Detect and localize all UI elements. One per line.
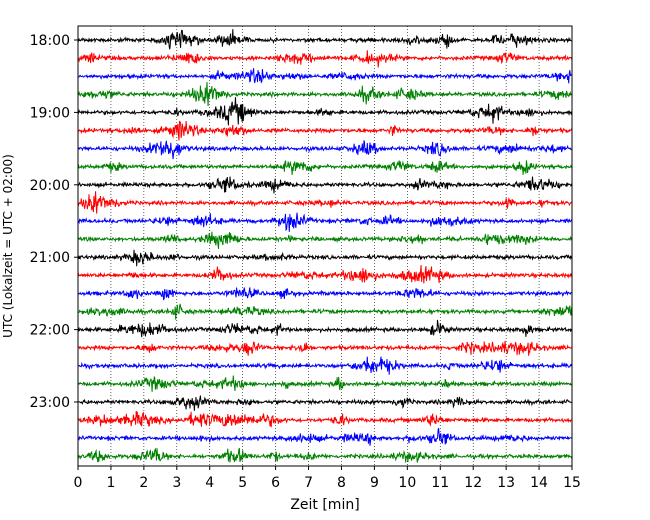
- trace-2100: [77, 249, 573, 267]
- x-tick-label: 9: [370, 475, 379, 491]
- x-tick-label: 15: [563, 475, 581, 491]
- y-tick-label: 22:00: [30, 323, 70, 339]
- trace-1845: [77, 81, 573, 107]
- trace-1800: [77, 29, 573, 50]
- seismic-traces: [77, 29, 573, 463]
- x-tick-label: 6: [271, 475, 280, 491]
- y-axis-label: UTC (Lokalzeit = UTC + 02:00): [1, 154, 15, 338]
- vertical-grid: [110, 26, 540, 466]
- y-tick-label: 21:00: [30, 250, 70, 266]
- y-tick-label: 18:00: [30, 33, 70, 49]
- trace-2215: [78, 340, 573, 356]
- y-tick-label: 19:00: [30, 105, 70, 121]
- trace-1930: [77, 140, 573, 160]
- x-tick-label: 5: [238, 475, 247, 491]
- x-tick-label: 11: [431, 475, 449, 491]
- y-axis-ticks: 18:00 19:00 20:00 21:00 22:00 23:00: [30, 33, 78, 411]
- x-tick-label: 7: [304, 475, 313, 491]
- trace-1900: [77, 97, 573, 126]
- x-axis-label: Zeit [min]: [290, 497, 359, 513]
- trace-2130: [77, 287, 573, 301]
- x-axis-ticks: 0 1 2 3 4 5 6 7 8 9 10 11 12 13 14 15: [74, 466, 581, 491]
- trace-2315: [77, 410, 573, 428]
- x-tick-label: 10: [398, 475, 416, 491]
- trace-2300: [77, 395, 573, 411]
- x-tick-label: 14: [530, 475, 548, 491]
- trace-2330: [77, 428, 573, 446]
- trace-1815: [77, 50, 573, 68]
- x-tick-label: 2: [139, 475, 148, 491]
- trace-2245: [77, 375, 573, 392]
- trace-2000: [77, 176, 573, 194]
- x-tick-label: 4: [205, 475, 214, 491]
- trace-2345: [77, 447, 573, 463]
- trace-2145: [77, 303, 573, 320]
- trace-2045: [77, 231, 573, 249]
- trace-1915: [77, 120, 573, 141]
- x-tick-label: 1: [106, 475, 115, 491]
- trace-2115: [77, 264, 572, 284]
- trace-2030: [77, 212, 573, 232]
- x-tick-label: 12: [464, 475, 482, 491]
- x-tick-label: 13: [497, 475, 515, 491]
- plot-frame: [77, 25, 573, 467]
- trace-1945: [77, 160, 573, 175]
- x-tick-label: 3: [172, 475, 181, 491]
- trace-2015: [77, 191, 573, 214]
- y-tick-label: 23:00: [30, 395, 70, 411]
- trace-2200: [77, 319, 573, 338]
- x-tick-label: 8: [337, 475, 346, 491]
- y-tick-label: 20:00: [30, 178, 70, 194]
- trace-2230: [77, 356, 573, 375]
- x-tick-label: 0: [74, 475, 83, 491]
- trace-1830: [77, 68, 573, 84]
